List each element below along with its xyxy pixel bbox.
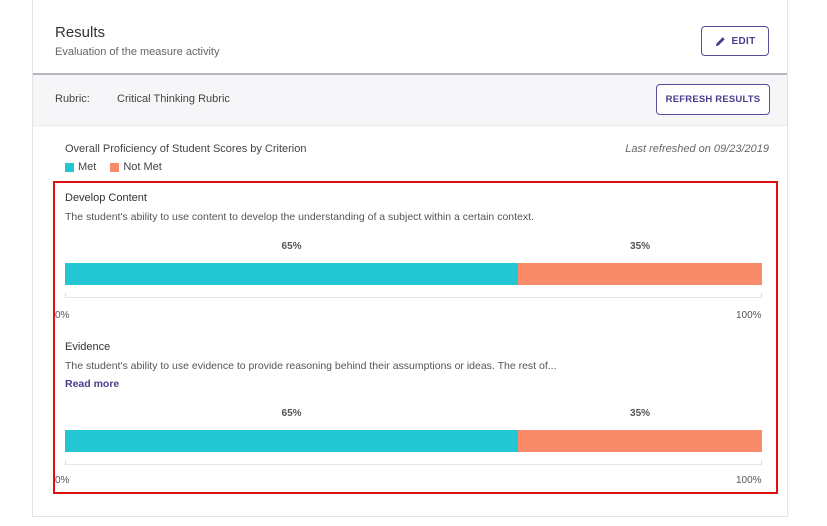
page-subtitle: Evaluation of the measure activity [55,46,220,58]
criteria-highlight-box [53,181,778,494]
legend-label-not-met: Not Met [123,161,162,173]
header-divider [33,73,787,75]
rubric-bar: Rubric: Critical Thinking Rubric REFRESH… [33,75,787,126]
met-bar-segment [65,430,519,452]
axis-tick [65,293,66,298]
not-met-percent-label: 35% [630,241,651,252]
criterion-bar-chart: 65% 35% [65,408,762,473]
refresh-results-button[interactable]: REFRESH RESULTS [656,84,770,115]
rubric-value: Critical Thinking Rubric [117,93,230,105]
page-title: Results [55,24,106,41]
axis-min-label: 0% [55,475,70,486]
axis-tick [761,460,762,465]
chart-section-title: Overall Proficiency of Student Scores by… [65,143,307,155]
criterion-name: Develop Content [65,192,147,204]
chart-axis-line [65,297,762,298]
not-met-bar-segment [518,263,762,285]
axis-min-label: 0% [55,310,70,321]
criterion-description: The student's ability to use content to … [65,211,534,223]
axis-max-label: 100% [736,475,762,486]
legend-label-met: Met [78,161,97,173]
pencil-icon [715,36,725,46]
axis-tick [761,293,762,298]
criterion-name: Evidence [65,341,111,353]
met-bar-segment [65,263,519,285]
last-refreshed-text: Last refreshed on 09/23/2019 [625,143,769,155]
legend-swatch-met [65,162,74,172]
criterion-description: The student's ability to use evidence to… [65,360,557,372]
rubric-label: Rubric: [55,93,90,105]
legend-swatch-not-met [110,162,120,172]
chart-legend: Met Not Met [65,161,162,173]
axis-tick [65,460,66,465]
not-met-percent-label: 35% [630,408,651,419]
met-percent-label: 65% [281,408,302,419]
edit-button[interactable]: EDIT [701,26,769,56]
results-header: Results Evaluation of the measure activi… [33,0,787,72]
criterion-bar-chart: 65% 35% [65,241,762,306]
edit-button-label: EDIT [731,35,756,47]
met-percent-label: 65% [281,241,302,252]
axis-max-label: 100% [736,310,762,321]
results-card: Results Evaluation of the measure activi… [32,0,788,517]
not-met-bar-segment [518,430,762,452]
read-more-link[interactable]: Read more [65,378,120,390]
chart-axis-line [65,464,762,465]
